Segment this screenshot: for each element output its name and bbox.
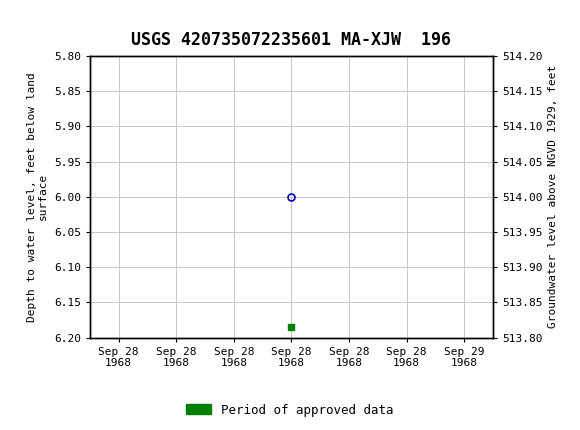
Y-axis label: Depth to water level, feet below land
surface: Depth to water level, feet below land su… [27,72,48,322]
Title: USGS 420735072235601 MA-XJW  196: USGS 420735072235601 MA-XJW 196 [132,31,451,49]
Text: ≋: ≋ [8,9,26,29]
Legend: Period of approved data: Period of approved data [181,399,399,421]
Y-axis label: Groundwater level above NGVD 1929, feet: Groundwater level above NGVD 1929, feet [548,65,558,329]
Text: ≡USGS: ≡USGS [9,11,79,29]
